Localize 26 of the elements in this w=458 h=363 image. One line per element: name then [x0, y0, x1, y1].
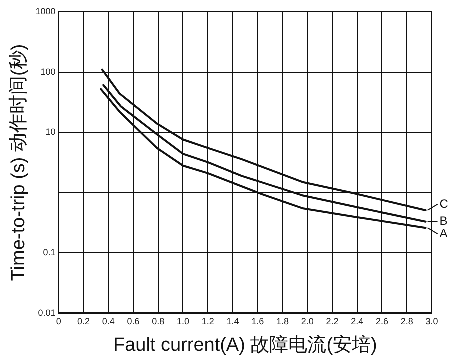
x-tick-label: 2.8 — [400, 316, 414, 326]
x-tick-label: 0.6 — [127, 316, 140, 326]
x-tick-label: 1.8 — [276, 316, 289, 326]
x-tick-label: 0.4 — [102, 316, 115, 326]
x-tick-label: 1.0 — [176, 316, 190, 326]
x-tick-label: 2.6 — [376, 316, 388, 326]
y-tick-label: 1000 — [36, 6, 56, 16]
y-tick-label: 0.1 — [43, 248, 56, 258]
x-tick-label: 1.2 — [202, 316, 214, 326]
x-tick-label: 0.8 — [152, 316, 165, 326]
y-tick-label: 0.01 — [38, 308, 56, 318]
legend-label: A — [440, 226, 448, 240]
x-tick-label: 1.6 — [252, 316, 264, 326]
x-axis-title: Fault current(A) 故障电流(安培) — [113, 334, 378, 356]
x-tick-label: 1.4 — [226, 316, 240, 326]
legend-label: B — [440, 214, 448, 228]
x-tick-label: 0.2 — [77, 316, 90, 326]
y-tick-label: 10 — [46, 127, 56, 138]
x-tick-label: 3.0 — [426, 316, 438, 326]
x-tick-label: 2.4 — [351, 316, 364, 326]
x-tick-label: 2.0 — [301, 316, 314, 326]
y-tick-label: 100 — [40, 66, 56, 77]
x-tick-label: 0 — [56, 316, 62, 326]
x-tick-label: 2.2 — [326, 316, 339, 326]
legend-label: C — [440, 196, 449, 211]
y-axis-title: Time-to-trip (s) 动作时间(秒) — [8, 44, 30, 282]
